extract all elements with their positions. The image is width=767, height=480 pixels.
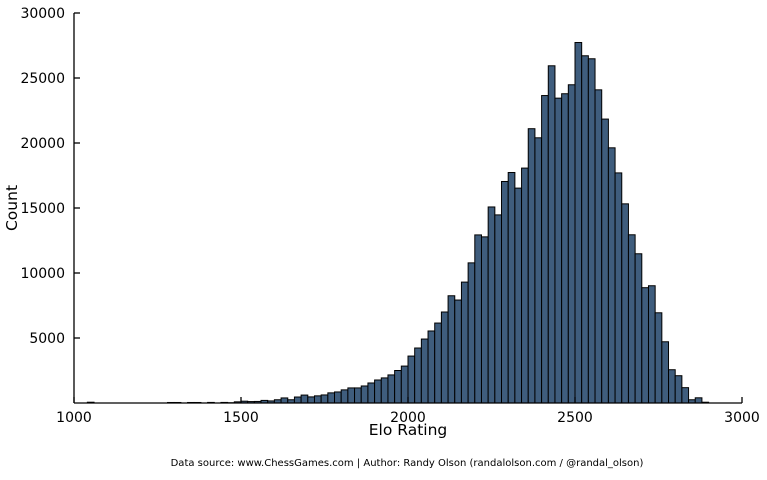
histogram-bar [661, 341, 670, 404]
histogram-bar [601, 118, 609, 404]
histogram-bar [280, 397, 289, 404]
bars-group [86, 42, 710, 404]
histogram-bar [501, 180, 509, 404]
y-axis-title: Count [3, 185, 21, 231]
histogram-bar [400, 365, 409, 404]
histogram-bar [574, 42, 583, 404]
histogram-bar [668, 369, 676, 404]
histogram-bar [467, 262, 476, 404]
histogram-bar [674, 375, 683, 404]
histogram-bar [387, 374, 396, 404]
histogram-bar [313, 395, 322, 404]
histogram-bar [374, 379, 382, 404]
histogram-bar [654, 312, 663, 404]
x-tick-label: 1500 [223, 410, 259, 426]
histogram-bar [547, 65, 556, 404]
histogram-bar [581, 55, 589, 404]
histogram-bar [681, 387, 690, 404]
histogram-bar [434, 322, 442, 404]
x-tick-label: 2000 [390, 410, 426, 426]
histogram-bar [320, 394, 329, 404]
x-tick-label: 3000 [724, 410, 760, 426]
histogram-bar [627, 234, 636, 404]
histogram-bar [474, 234, 482, 404]
y-tick-label: 30000 [20, 6, 65, 22]
histogram-bar [541, 95, 549, 404]
histogram-bar [347, 387, 356, 404]
histogram-bar [694, 397, 703, 404]
histogram-bar [587, 58, 596, 404]
histogram-bar [554, 97, 563, 404]
histogram-bar [300, 394, 309, 404]
histogram-bar [460, 281, 469, 404]
histogram-bar [360, 385, 369, 404]
histogram-bar [647, 285, 656, 404]
histogram-bar [514, 187, 523, 404]
histogram-bar [607, 147, 616, 404]
histogram-bar [307, 396, 315, 404]
footer-credit: Data source: www.ChessGames.com | Author… [171, 458, 644, 469]
histogram-bar [487, 206, 496, 404]
histogram-bar [427, 330, 436, 404]
histogram-bar [407, 355, 416, 404]
y-tick-label: 5000 [29, 331, 65, 347]
histogram-bar [534, 137, 543, 404]
y-ticks-group: 5000 10000 15000 20000 25000 30000 [20, 6, 80, 347]
histogram-bar [394, 370, 402, 404]
x-tick-label: 2500 [557, 410, 593, 426]
histogram-bar [634, 253, 643, 404]
histogram-bar [447, 295, 456, 404]
histogram-bar [561, 93, 569, 404]
histogram-bar [293, 396, 302, 404]
histogram-bar [521, 167, 529, 404]
histogram-bar [621, 203, 629, 404]
y-tick-label: 20000 [20, 136, 65, 152]
histogram-bar [380, 377, 389, 404]
y-tick-label: 25000 [20, 71, 65, 87]
histogram-bar [507, 172, 516, 404]
y-tick-label: 15000 [20, 201, 65, 217]
histogram-bar [641, 287, 649, 404]
histogram-bar [334, 391, 342, 404]
histogram-bar [367, 382, 376, 404]
y-tick-label: 10000 [20, 266, 65, 282]
histogram-bar [454, 299, 462, 404]
histogram-bar [340, 389, 349, 404]
histogram-bar [414, 347, 422, 404]
histogram-bar [527, 128, 536, 404]
histogram-bar [614, 172, 623, 404]
x-ticks-group: 1000 1500 2000 2500 3000 [56, 397, 760, 426]
histogram-bar [594, 89, 603, 404]
x-tick-label: 1000 [56, 410, 92, 426]
histogram-bar [494, 214, 503, 404]
histogram-bar [327, 392, 336, 404]
histogram-bar [480, 236, 489, 404]
histogram-bar [420, 338, 429, 404]
histogram-bar [567, 84, 576, 404]
histogram-bar [440, 311, 449, 404]
x-axis-title: Elo Rating [369, 421, 447, 439]
histogram-bar [354, 387, 362, 404]
